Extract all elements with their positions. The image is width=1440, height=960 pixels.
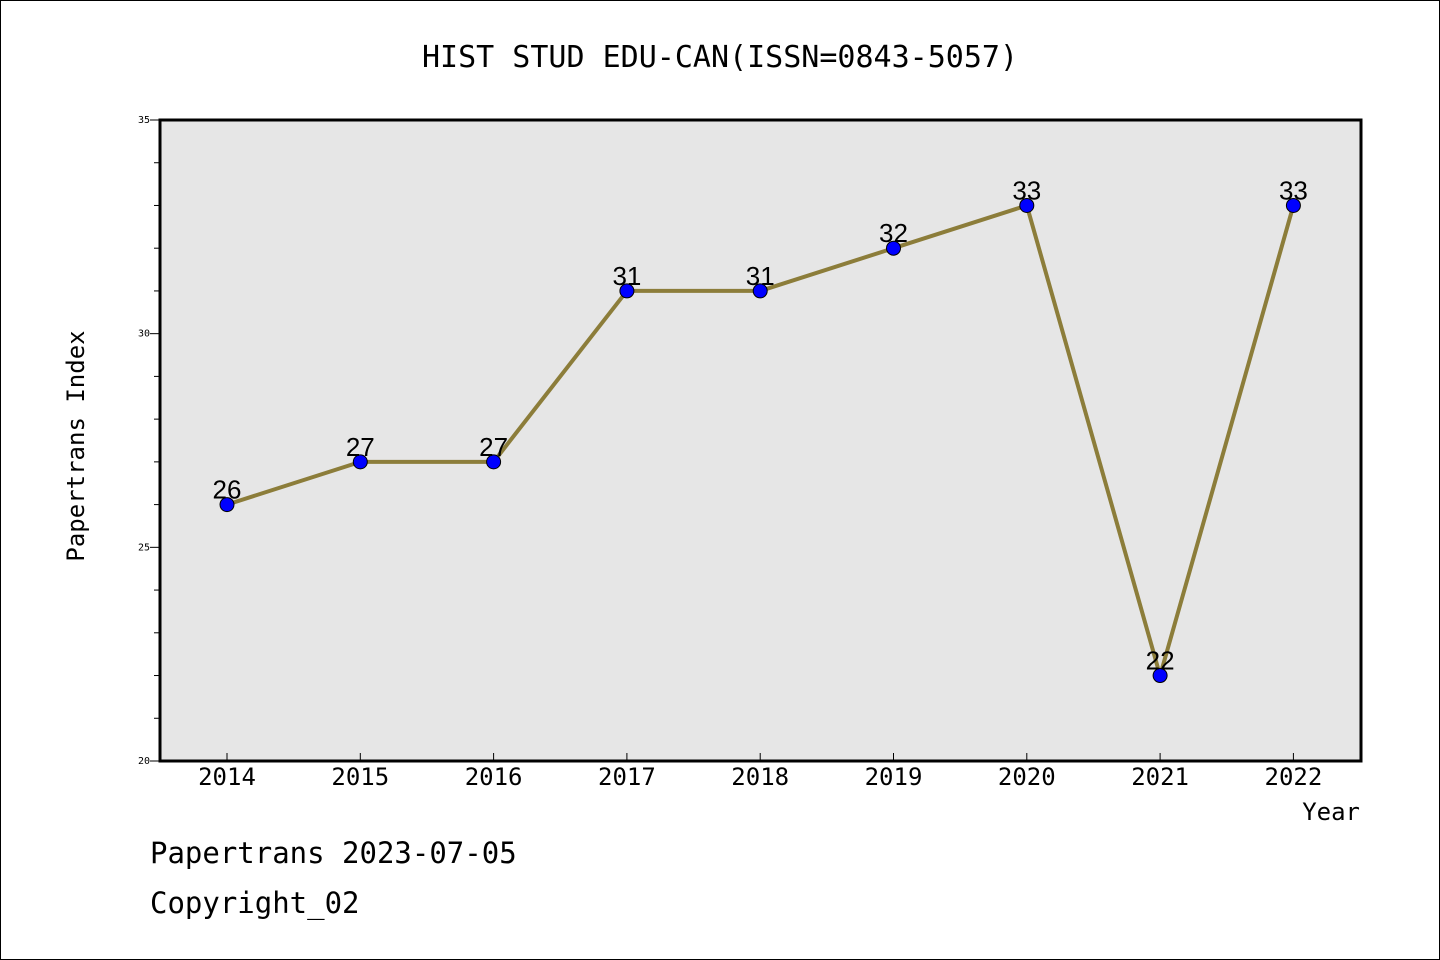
x-tick-label: 2020 <box>998 763 1056 791</box>
data-point <box>219 497 235 513</box>
data-label: 22 <box>1146 646 1175 676</box>
data-point <box>1152 668 1168 684</box>
data-point <box>352 454 368 470</box>
x-axis: 2014 2015 2016 2017 2018 2019 2020 2021 2022 <box>198 753 1322 791</box>
data-point <box>619 283 635 299</box>
data-label: 26 <box>213 475 242 505</box>
data-label: 27 <box>479 432 508 462</box>
data-label: 33 <box>1279 175 1308 205</box>
series-papertrans-index: 26 27 27 31 31 32 33 22 33 <box>213 175 1308 684</box>
x-tick-label: 2018 <box>731 763 789 791</box>
y-axis-label: Papertrans Index <box>62 330 90 561</box>
y-axis: 20 25 30 35 <box>138 115 160 767</box>
data-point <box>752 283 768 299</box>
x-tick-label: 2016 <box>465 763 523 791</box>
footer-date: Papertrans 2023-07-05 <box>150 836 517 870</box>
x-tick-label: 2021 <box>1131 763 1189 791</box>
data-point <box>1019 197 1035 213</box>
x-tick-label: 2022 <box>1265 763 1323 791</box>
x-tick-label: 2014 <box>198 763 256 791</box>
data-label: 31 <box>746 261 775 291</box>
plot-area <box>158 118 1363 763</box>
data-point <box>1285 197 1301 213</box>
chart-title: HIST STUD EDU-CAN(ISSN=0843-5057) <box>422 40 1018 75</box>
y-tick-label: 30 <box>138 329 150 340</box>
footer-copyright: Copyright_02 <box>150 886 360 920</box>
y-tick-label: 20 <box>138 756 150 767</box>
x-tick-label: 2015 <box>331 763 389 791</box>
y-tick-label: 25 <box>138 542 150 553</box>
y-tick-label: 35 <box>138 115 150 126</box>
data-label: 32 <box>879 218 908 248</box>
x-tick-label: 2019 <box>865 763 923 791</box>
x-axis-label: Year <box>1302 798 1360 826</box>
data-label: 33 <box>1012 175 1041 205</box>
x-tick-label: 2017 <box>598 763 656 791</box>
data-point <box>886 240 901 256</box>
data-label: 31 <box>612 261 641 291</box>
data-point <box>486 454 502 470</box>
data-label: 27 <box>346 432 375 462</box>
